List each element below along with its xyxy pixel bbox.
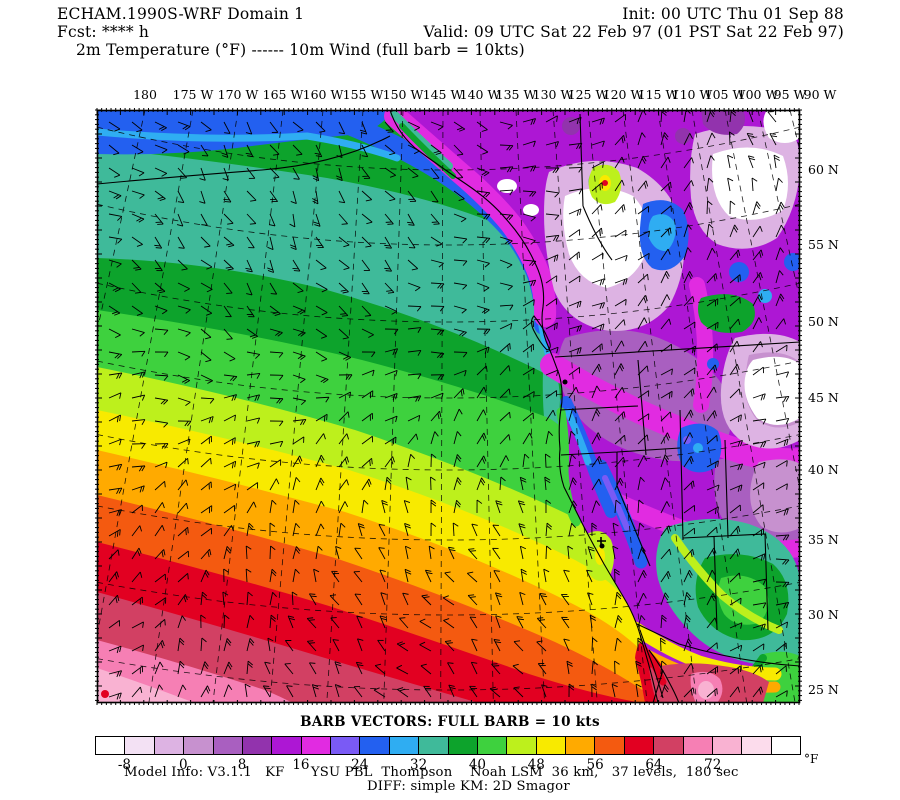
lon-label: 160 W bbox=[302, 87, 344, 102]
forecast-hour-label: Fcst: **** h bbox=[57, 23, 150, 41]
lon-label: 150 W bbox=[382, 87, 424, 102]
colorbar-tick-label: 48 bbox=[527, 757, 545, 773]
colorbar-tick-label: 16 bbox=[292, 757, 310, 773]
colorbar-cell bbox=[300, 737, 330, 754]
diffusion-info-line: DIFF: simple KM: 2D Smagor bbox=[367, 779, 570, 794]
lon-label: 110 W bbox=[671, 87, 713, 102]
lon-label: 175 W bbox=[172, 87, 214, 102]
geography-lines bbox=[97, 110, 800, 703]
colorbar-tick-label: 64 bbox=[645, 757, 663, 773]
lat-label: 25 N bbox=[808, 682, 839, 697]
colorbar-cell bbox=[535, 737, 565, 754]
colorbar-cell bbox=[447, 737, 477, 754]
city-markers bbox=[562, 379, 606, 549]
colorbar-tick-label: 40 bbox=[468, 757, 486, 773]
map-area bbox=[95, 108, 802, 705]
coastline bbox=[389, 110, 659, 703]
variable-label: 2m Temperature (°F) ------ 10m Wind (ful… bbox=[76, 41, 525, 59]
lat-label: 55 N bbox=[808, 237, 839, 252]
vancouver-island bbox=[530, 315, 551, 351]
colorbar-tick-label: 24 bbox=[351, 757, 369, 773]
lon-label: 130 W bbox=[532, 87, 574, 102]
colorbar-cell bbox=[711, 737, 742, 754]
valid-time-label: Valid: 09 UTC Sat 22 Feb 97 (01 PST Sat … bbox=[423, 23, 844, 41]
lon-label: 170 W bbox=[217, 87, 259, 102]
colorbar-tick-label: -8 bbox=[117, 757, 131, 773]
lon-label: 125 W bbox=[567, 87, 609, 102]
lat-label: 40 N bbox=[808, 462, 839, 477]
colorbar-cell bbox=[241, 737, 272, 754]
colorbar-cell bbox=[476, 737, 507, 754]
colorbar-cell bbox=[124, 737, 154, 754]
lon-label: 155 W bbox=[342, 87, 384, 102]
model-info-line: Model Info: V3.1.1 KF YSU PBL Thompson N… bbox=[124, 765, 739, 780]
baja-gulf-lines bbox=[639, 629, 680, 703]
temperature-colorbar bbox=[95, 736, 801, 755]
lat-label: 30 N bbox=[808, 607, 839, 622]
colorbar-tick-label: 72 bbox=[704, 757, 722, 773]
latitude-axis: 60 N 55 N 50 N 45 N 40 N 35 N 30 N 25 N bbox=[808, 0, 888, 800]
colorbar-tick-label: 56 bbox=[586, 757, 604, 773]
colorbar-tick-label: 0 bbox=[178, 757, 188, 773]
lon-label: 115 W bbox=[637, 87, 679, 102]
colorbar-cell bbox=[506, 737, 536, 754]
longitude-axis: 180 175 W 170 W 165 W 160 W 155 W 150 W 145 W 14… bbox=[0, 87, 900, 103]
colorbar-cell bbox=[359, 737, 389, 754]
lon-label: 105 W bbox=[704, 87, 746, 102]
lat-label: 45 N bbox=[808, 390, 839, 405]
colorbar-cell bbox=[388, 737, 419, 754]
colorbar-cell bbox=[330, 737, 360, 754]
colorbar-tick-label: 32 bbox=[409, 757, 428, 773]
colorbar-cell bbox=[682, 737, 712, 754]
lat-label: 35 N bbox=[808, 532, 839, 547]
land-temperature-regions bbox=[384, 110, 800, 703]
us-mexico-border bbox=[636, 623, 800, 667]
colorbar-cell bbox=[212, 737, 242, 754]
lon-label: 135 W bbox=[495, 87, 537, 102]
colorbar-cell bbox=[594, 737, 624, 754]
init-time-label: Init: 00 UTC Thu 01 Sep 88 bbox=[622, 5, 844, 23]
colorbar-cell bbox=[183, 737, 213, 754]
colorbar-cell bbox=[653, 737, 683, 754]
colorbar-cell bbox=[418, 737, 448, 754]
aleutian-coast bbox=[97, 135, 391, 185]
lat-label: 60 N bbox=[808, 162, 839, 177]
barb-legend: BARB VECTORS: FULL BARB = 10 kts bbox=[300, 714, 600, 730]
lon-label: 100 W bbox=[737, 87, 779, 102]
us-canada-border bbox=[554, 341, 800, 358]
lat-label: 50 N bbox=[808, 314, 839, 329]
lon-label: 95 W bbox=[773, 87, 807, 102]
colorbar-tick-label: 8 bbox=[237, 757, 247, 773]
colorbar-cell bbox=[770, 737, 800, 754]
lon-label: 165 W bbox=[262, 87, 304, 102]
colorbar-unit: °F bbox=[804, 752, 819, 766]
model-title: ECHAM.1990S-WRF Domain 1 bbox=[57, 5, 305, 23]
lon-label: 180 bbox=[133, 87, 157, 102]
lon-label: 145 W bbox=[422, 87, 464, 102]
colorbar-cell bbox=[153, 737, 184, 754]
colorbar-cell bbox=[623, 737, 654, 754]
lon-label: 140 W bbox=[459, 87, 501, 102]
wind-barbs-layer bbox=[108, 110, 790, 700]
lon-label: 90 W bbox=[803, 87, 837, 102]
temperature-map-canvas bbox=[95, 108, 802, 705]
colorbar-cell bbox=[565, 737, 595, 754]
colorbar-cell bbox=[271, 737, 301, 754]
lon-label: 120 W bbox=[602, 87, 644, 102]
map-border bbox=[96, 109, 801, 704]
colorbar-cell bbox=[741, 737, 771, 754]
colorbar-cell bbox=[96, 737, 125, 754]
